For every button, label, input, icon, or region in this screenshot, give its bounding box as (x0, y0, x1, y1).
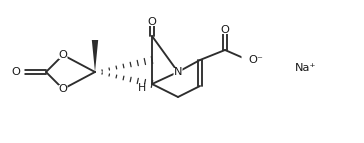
FancyBboxPatch shape (283, 63, 307, 73)
Text: O: O (147, 17, 157, 27)
Text: O: O (59, 50, 67, 60)
Polygon shape (92, 40, 98, 72)
Text: Na⁺: Na⁺ (295, 63, 317, 73)
FancyBboxPatch shape (241, 56, 254, 64)
Text: O: O (59, 84, 67, 94)
Text: O: O (11, 67, 20, 77)
FancyBboxPatch shape (221, 26, 229, 34)
FancyBboxPatch shape (16, 68, 24, 76)
FancyBboxPatch shape (147, 18, 157, 26)
Text: H: H (138, 83, 146, 93)
FancyBboxPatch shape (59, 51, 67, 59)
Text: N: N (174, 67, 182, 77)
FancyBboxPatch shape (138, 84, 146, 92)
Text: O⁻: O⁻ (248, 55, 263, 65)
FancyBboxPatch shape (174, 68, 182, 76)
Text: O: O (221, 25, 229, 35)
FancyBboxPatch shape (59, 85, 67, 93)
